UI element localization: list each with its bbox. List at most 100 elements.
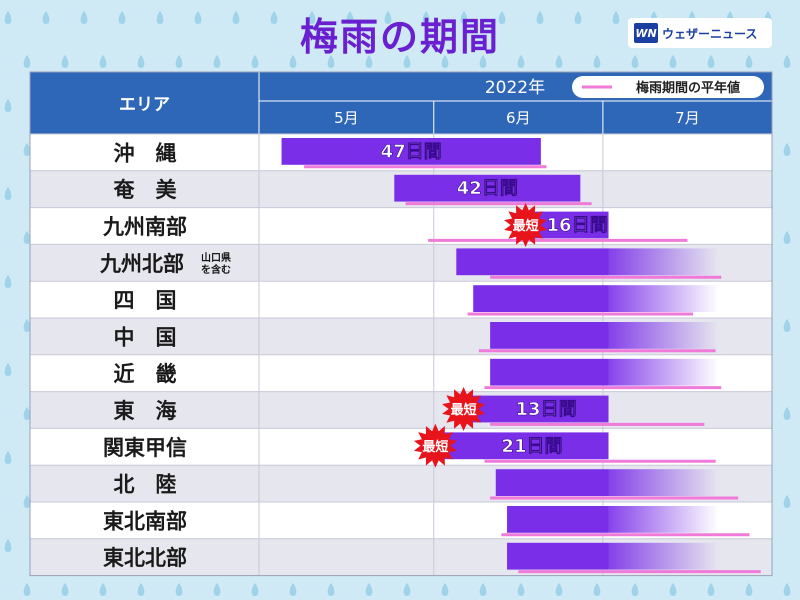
raindrop	[23, 407, 31, 420]
raindrop	[612, 11, 620, 24]
raindrop	[80, 11, 88, 24]
raindrop	[251, 55, 259, 68]
raindrop	[631, 583, 639, 596]
raindrop	[23, 583, 31, 596]
raindrop	[517, 583, 525, 596]
raindrop	[289, 583, 297, 596]
rainy-season-bar	[490, 322, 609, 349]
wn-logo-mark: WN	[634, 23, 658, 43]
year-label: 2022年	[485, 78, 545, 98]
raindrop	[4, 539, 12, 552]
rainy-season-bar	[394, 174, 581, 202]
raindrop	[707, 55, 715, 68]
rainy-season-bar	[495, 469, 609, 496]
raindrop	[156, 11, 164, 24]
rainy-season-continuing-bar	[608, 285, 719, 312]
shortest-badge	[413, 423, 457, 468]
raindrop	[4, 11, 12, 24]
area-label: 奄 美	[114, 178, 177, 202]
raindrop	[23, 319, 31, 332]
legend-label: 梅雨期間の平年値	[636, 80, 740, 96]
raindrop	[783, 407, 791, 420]
raindrop	[137, 583, 145, 596]
raindrop	[175, 55, 183, 68]
raindrop	[327, 55, 335, 68]
area-sub-label: を含む	[201, 263, 231, 276]
raindrop	[4, 275, 12, 288]
duration-label: 13日間	[516, 399, 577, 420]
raindrop	[346, 11, 354, 24]
raindrop	[517, 55, 525, 68]
duration-label: 16日間	[547, 215, 608, 236]
area-label: 近 畿	[114, 362, 177, 386]
rainy-season-continuing-bar	[608, 506, 719, 533]
raindrop	[479, 583, 487, 596]
raindrop	[555, 583, 563, 596]
raindrop	[783, 319, 791, 332]
area-label: 中 国	[114, 325, 177, 349]
raindrop	[365, 55, 373, 68]
raindrop	[384, 11, 392, 24]
rainy-season-continuing-bar	[608, 358, 719, 386]
rainy-season-bar	[281, 138, 541, 165]
raindrop	[555, 55, 563, 68]
raindrop	[137, 55, 145, 68]
raindrop	[631, 55, 639, 68]
raindrop	[783, 143, 791, 156]
rainy-season-bar	[467, 395, 609, 423]
rainy-season-bar	[507, 506, 609, 533]
area-label: 関東甲信	[103, 436, 187, 460]
raindrop	[441, 583, 449, 596]
raindrop	[593, 55, 601, 68]
raindrop	[175, 583, 183, 596]
shortest-badge-label: 最短	[422, 439, 448, 455]
page-title: 梅雨の期間	[299, 15, 500, 59]
raindrop	[308, 11, 316, 24]
duration-label: 47日間	[381, 141, 442, 162]
area-label: 沖 縄	[114, 141, 177, 165]
raindrop	[783, 583, 791, 596]
raindrop	[4, 187, 12, 200]
raindrop	[365, 583, 373, 596]
raindrop	[99, 55, 107, 68]
raindrop	[783, 231, 791, 244]
raindrop	[669, 55, 677, 68]
rainy-season-bar	[507, 542, 609, 570]
raindrop	[213, 55, 221, 68]
raindrop	[403, 55, 411, 68]
table-row	[30, 207, 772, 245]
shortest-badge-label: 最短	[451, 402, 477, 418]
raindrop	[498, 11, 506, 24]
month-label: 5月	[334, 109, 359, 127]
area-label: 九州南部	[102, 215, 187, 239]
raindrop	[23, 55, 31, 68]
raindrop	[270, 11, 278, 24]
duration-label: 21日間	[501, 436, 562, 457]
shortest-badge	[442, 387, 485, 431]
raindrop	[441, 55, 449, 68]
raindrop	[232, 11, 240, 24]
raindrop	[23, 495, 31, 508]
area-label: 東 海	[114, 399, 177, 423]
raindrop	[213, 583, 221, 596]
area-label: 九州北部	[99, 252, 184, 276]
raindrop	[422, 11, 430, 24]
raindrop	[4, 99, 12, 112]
raindrop	[669, 583, 677, 596]
raindrop	[783, 495, 791, 508]
raindrop	[403, 583, 411, 596]
raindrop	[327, 583, 335, 596]
rainy-season-continuing-bar	[608, 469, 719, 496]
raindrop	[745, 583, 753, 596]
area-label: 東北北部	[103, 546, 187, 570]
area-label: 東北南部	[103, 509, 187, 533]
raindrop	[707, 583, 715, 596]
legend-box	[572, 76, 764, 98]
table-row	[30, 428, 772, 466]
rainy-season-continuing-bar	[608, 248, 719, 276]
raindrop	[783, 55, 791, 68]
month-label: 6月	[506, 109, 531, 127]
month-label: 7月	[675, 109, 700, 127]
wn-logo-text: ウェザーニュース	[662, 26, 758, 41]
